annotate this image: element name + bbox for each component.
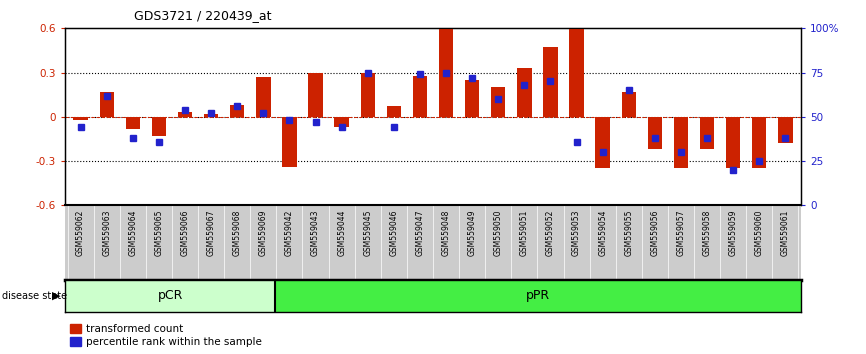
Text: GSM559068: GSM559068 [233, 210, 242, 256]
Bar [178, 113, 192, 117]
Text: pPR: pPR [526, 289, 550, 302]
Bar [334, 117, 349, 127]
Text: GSM559065: GSM559065 [154, 210, 164, 256]
Bar [569, 28, 584, 117]
Bar [204, 114, 218, 117]
Text: ▶: ▶ [52, 291, 61, 301]
Bar [752, 117, 766, 169]
Bar [282, 117, 297, 167]
Bar [439, 28, 453, 117]
Bar [413, 75, 427, 117]
Text: GSM559057: GSM559057 [676, 210, 686, 256]
Text: GSM559069: GSM559069 [259, 210, 268, 256]
Bar [674, 117, 688, 169]
Text: GSM559050: GSM559050 [494, 210, 503, 256]
Text: GSM559060: GSM559060 [755, 210, 764, 256]
Text: GSM559048: GSM559048 [442, 210, 450, 256]
Text: GSM559046: GSM559046 [390, 210, 398, 256]
Text: disease state: disease state [2, 291, 67, 301]
Bar [100, 92, 114, 117]
Text: GSM559063: GSM559063 [102, 210, 111, 256]
Text: GSM559051: GSM559051 [520, 210, 529, 256]
Bar [491, 87, 506, 117]
Text: GSM559045: GSM559045 [363, 210, 372, 256]
Text: GSM559055: GSM559055 [624, 210, 633, 256]
Text: GSM559064: GSM559064 [128, 210, 138, 256]
Bar [360, 73, 375, 117]
Text: GSM559043: GSM559043 [311, 210, 320, 256]
Bar [152, 117, 166, 136]
Text: GSM559049: GSM559049 [468, 210, 476, 256]
Bar [465, 80, 480, 117]
Bar [596, 117, 610, 169]
Bar [65, 280, 275, 312]
Text: GSM559047: GSM559047 [416, 210, 424, 256]
Text: GSM559058: GSM559058 [702, 210, 712, 256]
Bar [517, 68, 532, 117]
Bar [779, 117, 792, 143]
Bar [622, 92, 636, 117]
Legend: transformed count, percentile rank within the sample: transformed count, percentile rank withi… [70, 324, 262, 347]
Bar [726, 117, 740, 169]
Text: GSM559062: GSM559062 [76, 210, 85, 256]
Bar [230, 105, 244, 117]
Text: GSM559066: GSM559066 [180, 210, 190, 256]
Bar [308, 73, 323, 117]
Bar [74, 117, 87, 120]
Bar [700, 117, 714, 149]
Bar [386, 107, 401, 117]
Bar [275, 280, 801, 312]
Text: GSM559067: GSM559067 [207, 210, 216, 256]
Bar [126, 117, 140, 129]
Bar [648, 117, 662, 149]
Text: GDS3721 / 220439_at: GDS3721 / 220439_at [134, 9, 272, 22]
Text: GSM559042: GSM559042 [285, 210, 294, 256]
Text: GSM559052: GSM559052 [546, 210, 555, 256]
Bar [543, 47, 558, 117]
Text: GSM559053: GSM559053 [572, 210, 581, 256]
Text: GSM559061: GSM559061 [781, 210, 790, 256]
Bar [256, 77, 270, 117]
Text: GSM559044: GSM559044 [337, 210, 346, 256]
Text: pCR: pCR [158, 289, 183, 302]
Text: GSM559059: GSM559059 [728, 210, 738, 256]
Text: GSM559054: GSM559054 [598, 210, 607, 256]
Text: GSM559056: GSM559056 [650, 210, 659, 256]
